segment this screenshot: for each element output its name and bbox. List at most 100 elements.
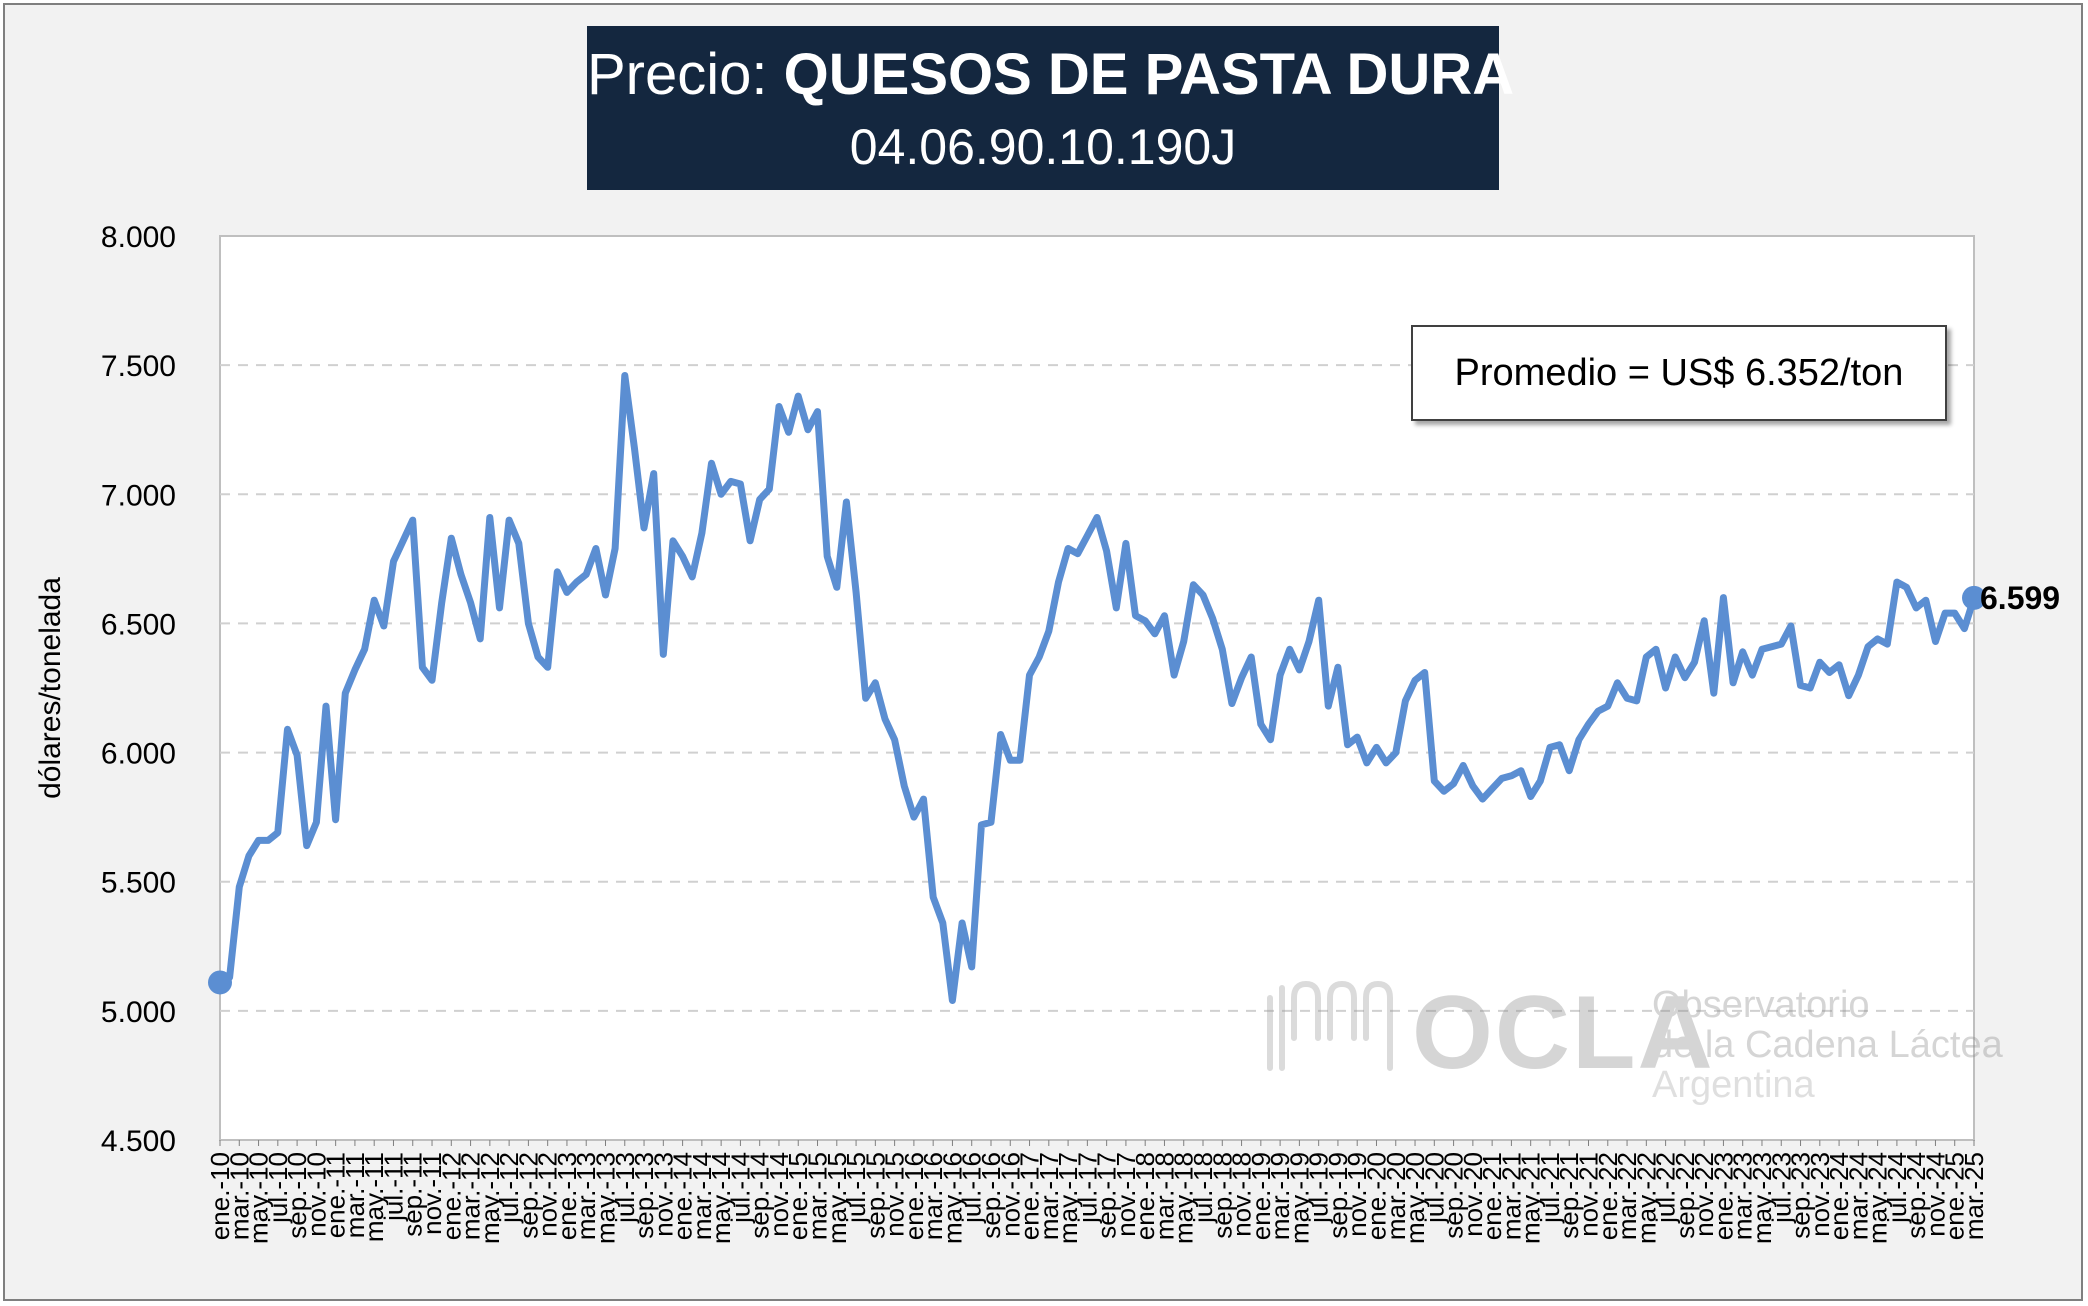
y-axis-label: dólares/tonelada <box>34 577 67 799</box>
series-layer <box>208 372 1986 1004</box>
x-tick-label: may.-15 <box>822 1152 852 1244</box>
y-tick-label: 5.000 <box>101 996 176 1029</box>
x-tick-label: may.-11 <box>359 1152 389 1242</box>
watermark-line-3: Argentina <box>1652 1064 1815 1106</box>
x-tick-label: sep.-12 <box>513 1152 543 1239</box>
x-tick-label: mar.-14 <box>687 1152 717 1240</box>
x-tick-label: mar.-22 <box>1612 1152 1642 1240</box>
start-point-marker <box>208 970 232 995</box>
x-tick-label: nov.-20 <box>1458 1152 1488 1237</box>
x-tick-label: jul.-21 <box>1535 1152 1565 1224</box>
x-tick-label: mar.-21 <box>1496 1152 1526 1240</box>
x-tick-label: ene.-11 <box>321 1152 351 1238</box>
x-tick-label: jul.-20 <box>1419 1152 1449 1224</box>
x-tick-label: mar.-24 <box>1843 1152 1873 1240</box>
x-tick-label: may.-10 <box>244 1152 274 1244</box>
x-tick-label: jul.-11 <box>378 1152 408 1222</box>
x-tick-label: sep.-15 <box>860 1152 890 1239</box>
x-tick-label: may.-24 <box>1863 1152 1893 1244</box>
y-tick-label: 5.500 <box>101 867 176 900</box>
x-tick-label: nov.-23 <box>1805 1152 1835 1237</box>
y-tick-label: 7.000 <box>101 479 176 512</box>
price-series-line <box>218 372 1978 1004</box>
x-tick-label: mar.-10 <box>224 1152 254 1240</box>
x-tick-label: ene.-10 <box>205 1152 235 1240</box>
x-tick-label: ene.-12 <box>436 1152 466 1240</box>
x-tick-label: nov.-21 <box>1574 1152 1604 1237</box>
x-tick-label: sep.-20 <box>1439 1152 1469 1239</box>
x-tick-label: ene.-15 <box>783 1152 813 1240</box>
x-tick-label: sep.-24 <box>1901 1152 1931 1239</box>
x-tick-label: mar.-18 <box>1149 1152 1179 1240</box>
x-tick-labels: ene.-10mar.-10may.-10jul.-10sep.-10nov.-… <box>205 1140 1989 1244</box>
x-tick-label: ene.-24 <box>1824 1152 1854 1240</box>
x-tick-label: jul.-24 <box>1882 1152 1912 1224</box>
x-tick-label: jul.-18 <box>1188 1152 1218 1224</box>
y-tick-label: 6.000 <box>101 738 176 771</box>
y-tick-labels: 4.500 5.000 5.500 6.000 6.500 7.000 7.500 8.000 <box>101 221 176 1158</box>
x-tick-label: mar.-12 <box>456 1152 486 1240</box>
x-tick-label: nov.-24 <box>1920 1152 1950 1237</box>
x-tick-label: ene.-16 <box>899 1152 929 1240</box>
x-tick-label: sep.-18 <box>1207 1152 1237 1239</box>
ocla-logo-icon <box>1267 980 1393 1071</box>
x-tick-label: may.-16 <box>937 1152 967 1244</box>
x-tick-label: jul.-23 <box>1766 1152 1796 1224</box>
x-tick-label: nov.-12 <box>533 1152 563 1237</box>
x-tick-label: jul.-17 <box>1072 1152 1102 1224</box>
x-tick-label: ene.-25 <box>1940 1152 1970 1240</box>
y-tick-label: 8.000 <box>101 221 176 254</box>
x-tick-label: sep.-10 <box>282 1152 312 1239</box>
x-tick-label: nov.-13 <box>648 1152 678 1237</box>
chart-subtitle: 04.06.90.10.190J <box>849 119 1237 175</box>
x-tick-label: nov.-16 <box>995 1152 1025 1237</box>
average-annotation: Promedio = US$ 6.352/ton <box>1411 325 1947 421</box>
x-tick-label: jul.-10 <box>263 1152 293 1224</box>
watermark-name: OCLA <box>1412 975 1715 1091</box>
x-tick-label: nov.-17 <box>1111 1152 1141 1237</box>
x-tick-label: may.-21 <box>1516 1152 1546 1244</box>
x-tick-label: mar.-11 <box>340 1152 370 1238</box>
x-tick-label: may.-12 <box>475 1152 505 1244</box>
x-tick-label: nov.-10 <box>301 1152 331 1237</box>
y-tick-label: 7.500 <box>101 350 176 383</box>
x-tick-label: sep.-19 <box>1323 1152 1353 1239</box>
x-tick-label: ene.-22 <box>1593 1152 1623 1240</box>
x-tick-label: nov.-14 <box>764 1152 794 1237</box>
y-tick-label: 6.500 <box>101 608 176 641</box>
x-tick-label: sep.-11 <box>398 1152 428 1237</box>
x-tick-label: ene.-19 <box>1246 1152 1276 1240</box>
x-tick-label: sep.-13 <box>629 1152 659 1239</box>
x-tick-label: jul.-15 <box>841 1152 871 1224</box>
x-tick-label: nov.-11 <box>417 1152 447 1235</box>
chart-title: Precio: QUESOS DE PASTA DURA <box>587 40 1514 110</box>
chart-title-box: Precio: QUESOS DE PASTA DURA 04.06.90.10… <box>587 26 1514 190</box>
x-tick-label: nov.-19 <box>1342 1152 1372 1237</box>
x-tick-label: nov.-18 <box>1227 1152 1257 1237</box>
x-tick-label: ene.-14 <box>668 1152 698 1240</box>
x-tick-label: ene.-17 <box>1015 1152 1045 1240</box>
x-tick-label: sep.-14 <box>745 1152 775 1239</box>
y-tick-label: 4.500 <box>101 1125 176 1158</box>
x-tick-label: jul.-19 <box>1304 1152 1334 1224</box>
ocla-watermark: OCLA Observatorio de la Cadena Láctea Ar… <box>1262 975 2003 1118</box>
x-tick-label: may.-20 <box>1400 1152 1430 1244</box>
x-tick-label: may.-17 <box>1053 1152 1083 1244</box>
end-point-marker <box>1962 585 1986 610</box>
x-tick-label: sep.-22 <box>1670 1152 1700 1239</box>
watermark-line-1: Observatorio <box>1652 984 1870 1026</box>
x-tick-label: mar.-15 <box>803 1152 833 1240</box>
x-tick-label: may.-18 <box>1169 1152 1199 1244</box>
x-tick-label: ene.-21 <box>1477 1152 1507 1240</box>
x-tick-label: mar.-19 <box>1265 1152 1295 1240</box>
x-tick-label: ene.-13 <box>552 1152 582 1240</box>
title-main: QUESOS DE PASTA DURA <box>783 42 1515 107</box>
x-tick-label: jul.-22 <box>1651 1152 1681 1224</box>
x-tick-label: sep.-23 <box>1786 1152 1816 1239</box>
x-tick-label: sep.-17 <box>1092 1152 1122 1239</box>
x-tick-label: jul.-13 <box>610 1152 640 1224</box>
x-tick-label: jul.-16 <box>957 1152 987 1224</box>
x-tick-label: jul.-12 <box>494 1152 524 1224</box>
x-tick-label: ene.-20 <box>1361 1152 1391 1240</box>
x-tick-label: may.-22 <box>1631 1152 1661 1244</box>
